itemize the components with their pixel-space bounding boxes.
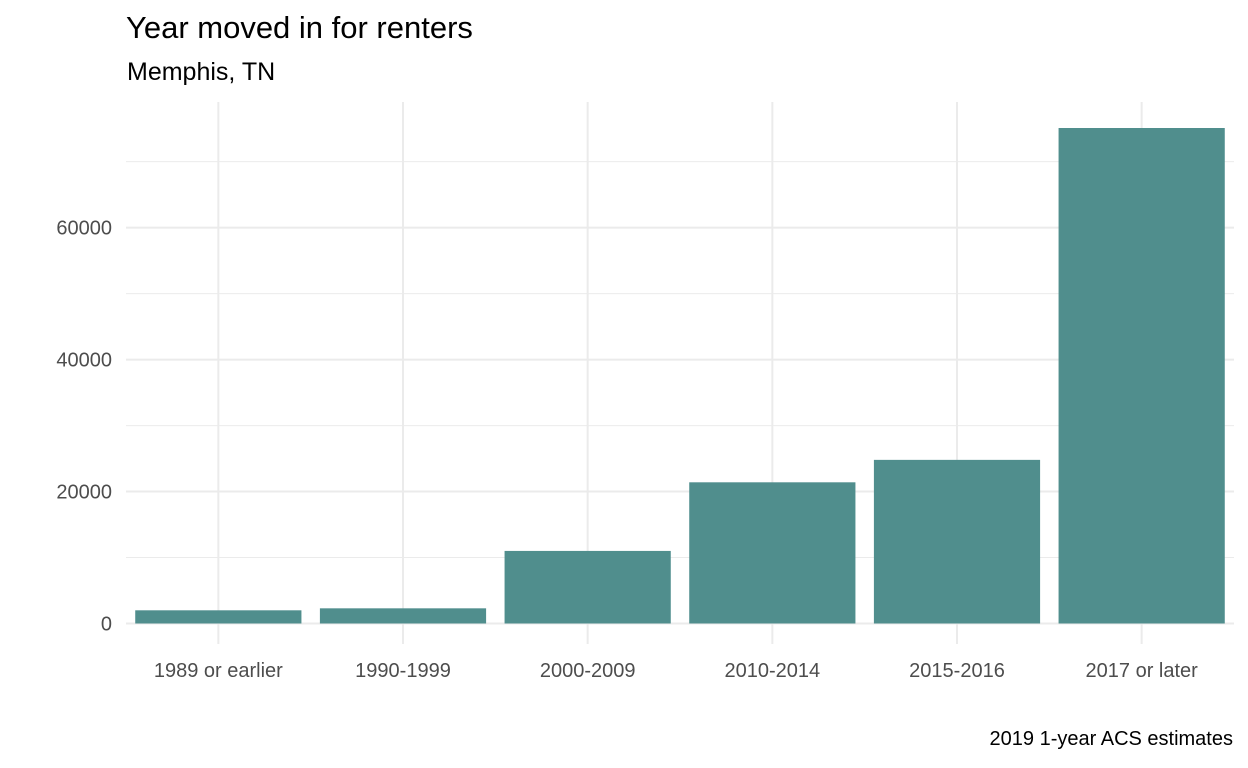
y-tick-label: 60000 (56, 218, 112, 240)
bar (1058, 128, 1225, 624)
bar (504, 550, 671, 624)
x-tick-label: 1990-1999 (355, 660, 451, 682)
x-tick-label: 2010-2014 (725, 660, 821, 682)
chart-subtitle: Memphis, TN (127, 58, 276, 86)
x-tick-label: 1989 or earlier (154, 660, 283, 682)
chart-title: Year moved in for renters (126, 10, 473, 45)
bar (319, 608, 487, 624)
x-tick-label: 2000-2009 (540, 660, 636, 682)
grid-layer (126, 102, 1234, 644)
y-tick-label: 0 (101, 614, 112, 636)
chart-caption: 2019 1-year ACS estimates (989, 728, 1233, 750)
bar (873, 459, 1041, 624)
x-tick-label: 2015-2016 (909, 660, 1005, 682)
bar (689, 482, 856, 624)
x-tick-label: 2017 or later (1086, 660, 1199, 682)
bar (135, 610, 302, 624)
y-tick-label: 40000 (56, 350, 112, 372)
y-axis-tick-labels: 0 20000 40000 60000 (56, 218, 112, 636)
bar-layer (135, 128, 1225, 624)
x-axis-tick-labels: 1989 or earlier 1990-1999 2000-2009 2010-20… (154, 660, 1198, 682)
y-tick-label: 20000 (56, 482, 112, 504)
